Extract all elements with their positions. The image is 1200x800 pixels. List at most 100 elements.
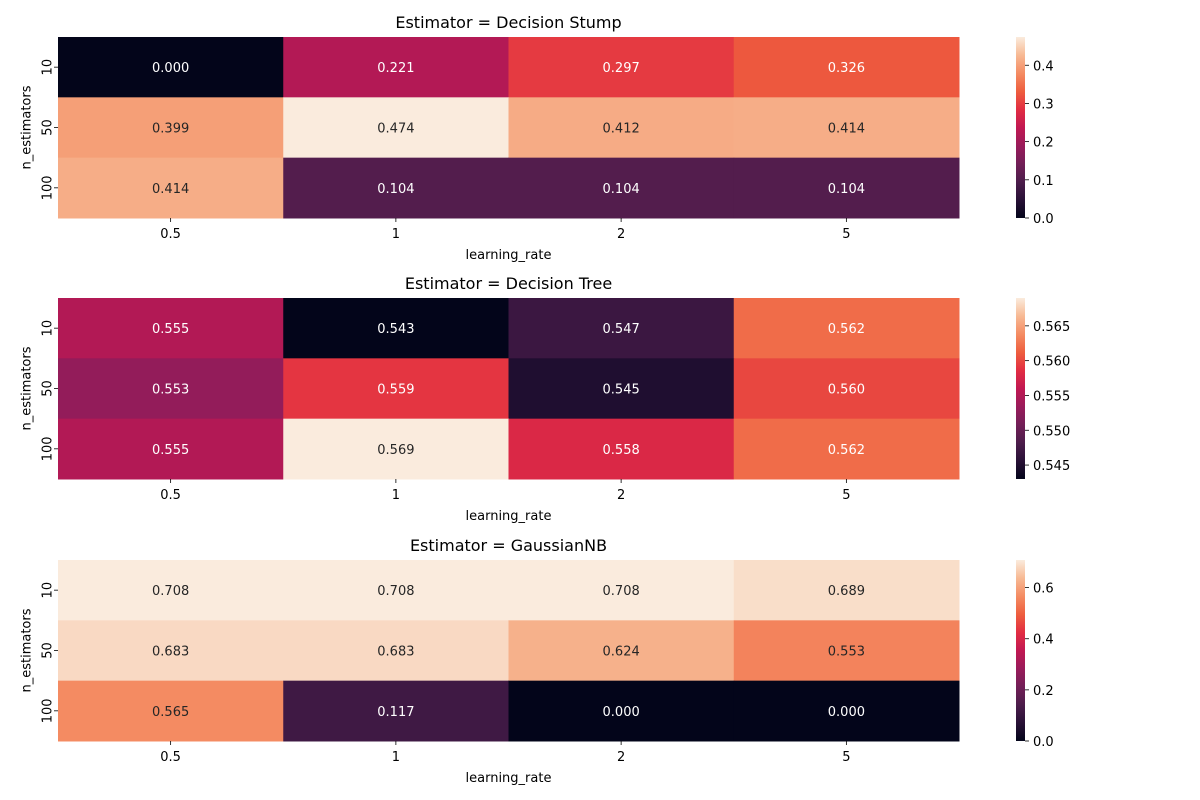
colorbar bbox=[1016, 560, 1025, 741]
heatmap-cell bbox=[58, 298, 284, 359]
y-axis-label: n_estimators bbox=[20, 608, 35, 692]
cell-value-label: 0.104 bbox=[377, 182, 414, 197]
heatmap-cell bbox=[283, 418, 509, 480]
colorbar bbox=[1016, 298, 1025, 479]
y-axis-label: n_estimators bbox=[20, 346, 35, 430]
heatmap-cell bbox=[733, 560, 960, 621]
colorbar-tick-label: 0.4 bbox=[1033, 59, 1054, 74]
heatmap-cell bbox=[283, 680, 509, 742]
y-tick-label: 100 bbox=[41, 698, 56, 723]
colorbar-tick-label: 0.555 bbox=[1033, 389, 1070, 404]
x-tick-label: 2 bbox=[617, 750, 625, 765]
y-tick-label: 100 bbox=[41, 436, 56, 461]
heatmap-cell bbox=[733, 37, 960, 98]
heatmap-cell bbox=[283, 298, 509, 359]
cell-value-label: 0.708 bbox=[152, 584, 189, 599]
heatmap-cell bbox=[283, 358, 509, 420]
x-tick-label: 5 bbox=[842, 227, 850, 242]
cell-value-label: 0.545 bbox=[603, 382, 640, 397]
heatmap-cell bbox=[508, 157, 735, 219]
x-tick-label: 0.5 bbox=[160, 227, 181, 242]
cell-value-label: 0.708 bbox=[603, 584, 640, 599]
colorbar-tick-label: 0.3 bbox=[1033, 97, 1054, 112]
heatmap-cell bbox=[733, 418, 960, 480]
cell-value-label: 0.221 bbox=[377, 61, 414, 76]
x-axis-label: learning_rate bbox=[466, 509, 552, 524]
heatmap-cell bbox=[508, 298, 735, 359]
cell-value-label: 0.326 bbox=[828, 61, 865, 76]
x-tick-label: 0.5 bbox=[160, 750, 181, 765]
cell-value-label: 0.104 bbox=[603, 182, 640, 197]
x-axis-label: learning_rate bbox=[466, 771, 552, 786]
x-tick-label: 5 bbox=[842, 750, 850, 765]
heatmap-cell bbox=[733, 97, 960, 159]
cell-value-label: 0.559 bbox=[377, 382, 414, 397]
y-tick-label: 10 bbox=[41, 320, 56, 337]
heatmap-cell bbox=[58, 157, 284, 219]
colorbar-tick-label: 0.6 bbox=[1033, 582, 1054, 597]
colorbar-tick-label: 0.4 bbox=[1033, 633, 1054, 648]
cell-value-label: 0.624 bbox=[603, 644, 640, 659]
cell-value-label: 0.414 bbox=[828, 121, 865, 136]
cell-value-label: 0.560 bbox=[828, 382, 865, 397]
colorbar bbox=[1016, 37, 1025, 218]
x-tick-label: 1 bbox=[392, 750, 400, 765]
heatmap-cell bbox=[58, 358, 284, 420]
cell-value-label: 0.565 bbox=[152, 705, 189, 720]
cell-value-label: 0.000 bbox=[152, 61, 189, 76]
cell-value-label: 0.553 bbox=[152, 382, 189, 397]
x-tick-label: 2 bbox=[617, 227, 625, 242]
y-tick-label: 50 bbox=[41, 642, 56, 659]
heatmap-cell bbox=[733, 680, 960, 742]
colorbar-tick-label: 0.2 bbox=[1033, 684, 1054, 699]
heatmap-cell bbox=[58, 97, 284, 159]
heatmap-cell bbox=[58, 418, 284, 480]
heatmap-cell bbox=[508, 620, 735, 682]
heatmap-cell bbox=[733, 358, 960, 420]
cell-value-label: 0.474 bbox=[377, 121, 414, 136]
colorbar-tick-label: 0.1 bbox=[1033, 174, 1054, 189]
cell-value-label: 0.562 bbox=[828, 322, 865, 337]
cell-value-label: 0.000 bbox=[603, 705, 640, 720]
cell-value-label: 0.569 bbox=[377, 443, 414, 458]
heatmap-cell bbox=[58, 620, 284, 682]
cell-value-label: 0.297 bbox=[603, 61, 640, 76]
heatmap-cell bbox=[733, 298, 960, 359]
cell-value-label: 0.553 bbox=[828, 644, 865, 659]
x-tick-label: 1 bbox=[392, 488, 400, 503]
cell-value-label: 0.104 bbox=[828, 182, 865, 197]
cell-value-label: 0.683 bbox=[377, 644, 414, 659]
heatmap-cell bbox=[508, 560, 735, 621]
heatmap-cell bbox=[508, 680, 735, 742]
cell-value-label: 0.555 bbox=[152, 322, 189, 337]
heatmap-cell bbox=[733, 157, 960, 219]
panel-title: Estimator = GaussianNB bbox=[410, 536, 607, 555]
colorbar-tick-label: 0.565 bbox=[1033, 320, 1070, 335]
cell-value-label: 0.543 bbox=[377, 322, 414, 337]
x-tick-label: 0.5 bbox=[160, 488, 181, 503]
colorbar-tick-label: 0.560 bbox=[1033, 355, 1070, 370]
y-axis-label: n_estimators bbox=[20, 85, 35, 169]
x-tick-label: 5 bbox=[842, 488, 850, 503]
colorbar-tick-label: 0.0 bbox=[1033, 735, 1054, 750]
heatmap-cell bbox=[58, 560, 284, 621]
heatmap-cell bbox=[733, 620, 960, 682]
heatmap-cell bbox=[58, 37, 284, 98]
heatmap-cell bbox=[283, 157, 509, 219]
cell-value-label: 0.000 bbox=[828, 705, 865, 720]
heatmap-cell bbox=[58, 680, 284, 742]
heatmap-cell bbox=[283, 97, 509, 159]
heatmap-cell bbox=[508, 97, 735, 159]
cell-value-label: 0.399 bbox=[152, 121, 189, 136]
colorbar-tick-label: 0.2 bbox=[1033, 136, 1054, 151]
panel-title: Estimator = Decision Stump bbox=[395, 13, 621, 32]
y-tick-label: 50 bbox=[41, 380, 56, 397]
y-tick-label: 10 bbox=[41, 582, 56, 599]
cell-value-label: 0.117 bbox=[377, 705, 414, 720]
cell-value-label: 0.558 bbox=[603, 443, 640, 458]
heatmap-cell bbox=[283, 37, 509, 98]
cell-value-label: 0.562 bbox=[828, 443, 865, 458]
cell-value-label: 0.683 bbox=[152, 644, 189, 659]
colorbar-tick-label: 0.550 bbox=[1033, 424, 1070, 439]
